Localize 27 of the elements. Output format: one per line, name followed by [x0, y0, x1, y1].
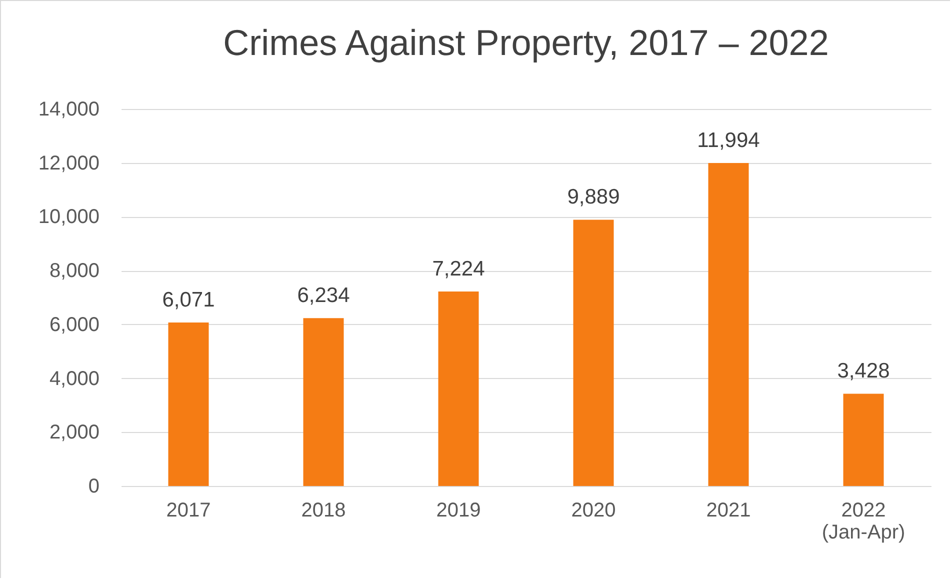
x-tick-label: 2020 — [571, 500, 616, 522]
y-tick-label: 10,000 — [38, 206, 100, 228]
bar — [573, 220, 614, 486]
data-label: 11,994 — [697, 129, 760, 152]
bar — [438, 291, 479, 486]
x-tick-label: 2017 — [166, 500, 211, 522]
x-tick-label: 2018 — [301, 500, 346, 522]
y-tick-label: 12,000 — [38, 152, 100, 174]
y-tick-label: 6,000 — [49, 314, 100, 336]
x-tick-label: 2022 (Jan-Apr) — [822, 500, 906, 544]
y-tick-label: 8,000 — [49, 260, 100, 282]
chart-title: Crimes Against Property, 2017 – 2022 — [223, 22, 829, 63]
x-tick-label: 2021 — [706, 500, 751, 522]
bar — [168, 322, 209, 486]
y-tick-label: 14,000 — [38, 98, 100, 120]
data-label: 7,224 — [432, 257, 486, 280]
bar — [708, 163, 749, 486]
data-label: 6,071 — [162, 288, 215, 312]
bar — [843, 394, 884, 486]
y-tick-label: 4,000 — [49, 368, 100, 390]
x-tick-label: 2019 — [436, 500, 481, 522]
y-tick-label: 2,000 — [49, 422, 100, 444]
y-tick-label: 0 — [88, 476, 100, 498]
data-label: 9,889 — [567, 186, 620, 209]
data-label: 6,234 — [297, 284, 350, 308]
bar — [303, 318, 344, 486]
data-label: 3,428 — [837, 360, 890, 383]
